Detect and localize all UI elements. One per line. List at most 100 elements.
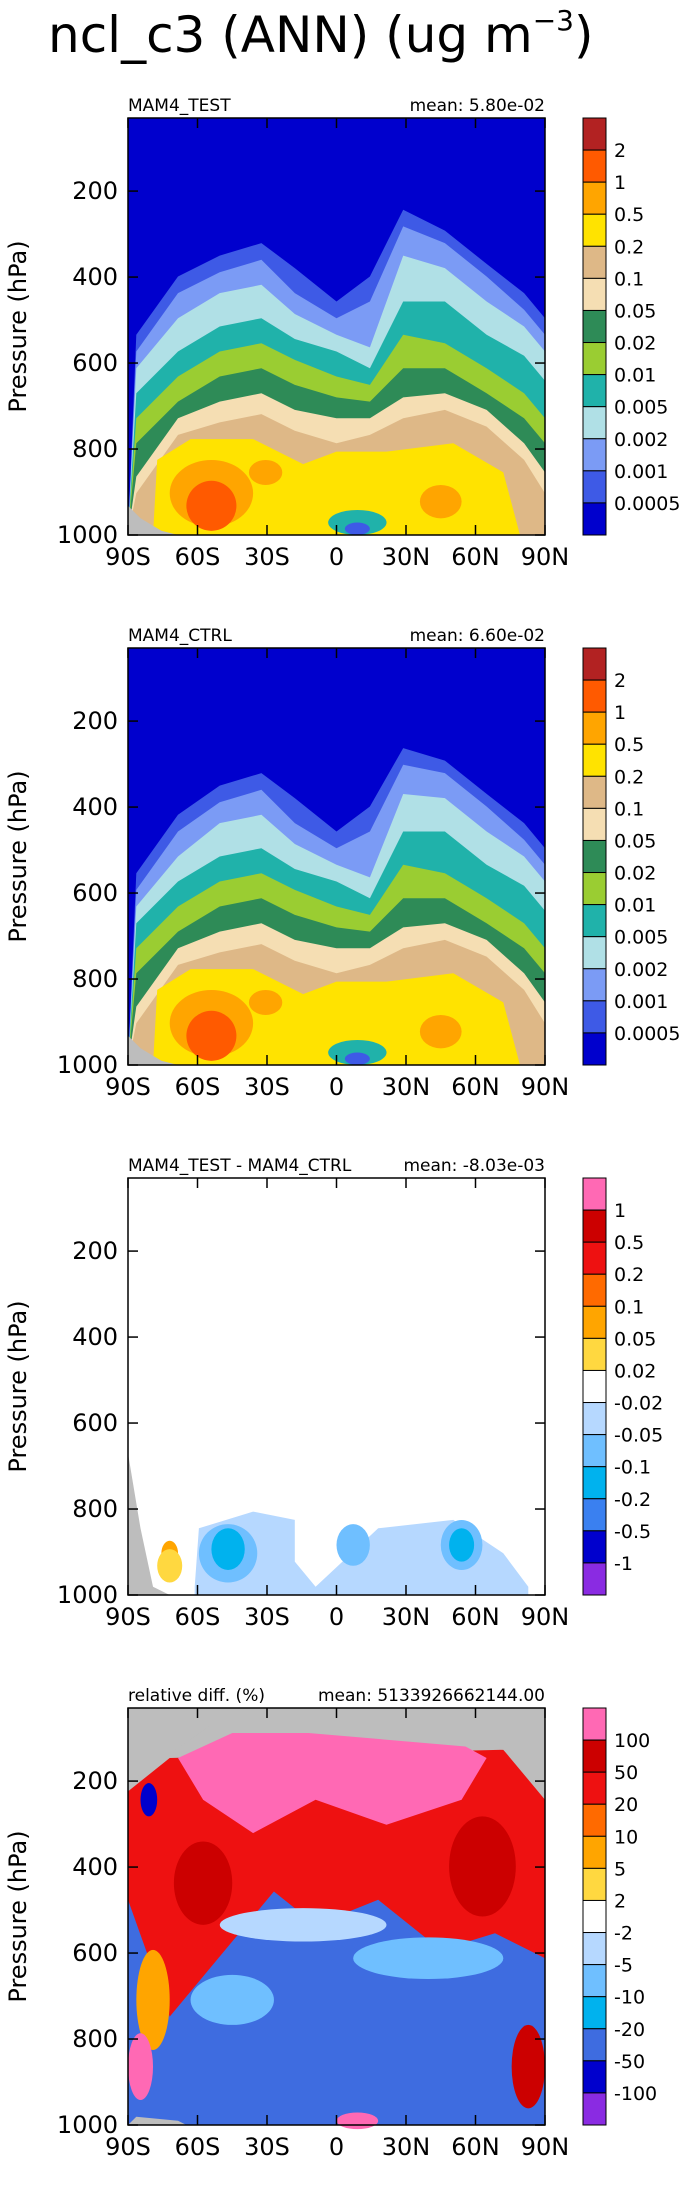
colorbar-label: 0.2 [614,766,644,788]
colorbar-swatch [582,1707,607,1741]
x-tick-label: 90N [521,1073,570,1101]
contour-neg-0.05b [336,1524,370,1566]
y-tick-label: 1000 [57,1051,118,1079]
x-tick-label: 60N [451,2133,500,2161]
x-tick-label: 30S [244,2133,290,2161]
contour-5 [136,1949,170,2050]
contour-0.0005-lower [344,522,370,535]
contour-1c [419,484,462,519]
colorbar-label: 20 [614,1794,638,1816]
x-tick-label: 30S [244,1603,290,1631]
colorbar-label: 0.05 [614,1328,656,1350]
colorbar-swatch [582,1273,607,1307]
colorbar-label: -2 [614,1923,633,1945]
plot-background [128,1178,545,1595]
colorbar-label: 0.001 [614,991,668,1013]
x-tick-label: 60N [451,1073,500,1101]
x-tick-label: 0 [329,1603,344,1631]
colorbar-swatch [582,711,607,745]
colorbar-label: 100 [614,1730,650,1752]
contour-neg-0.1 [211,1528,245,1570]
colorbar-label: 0.05 [614,830,656,852]
colorbar-label: 0.2 [614,1264,644,1286]
colorbar-label: 0.001 [614,461,668,483]
colorbar-label: -0.05 [614,1425,663,1447]
y-tick-label: 600 [72,1409,118,1437]
contour-0.005-lower [328,1039,387,1065]
x-tick-label: 90S [105,2133,151,2161]
colorbar-swatch [582,117,607,151]
colorbar-label: -10 [614,1987,645,2009]
x-tick-label: 60S [175,1603,221,1631]
y-tick-label: 400 [72,1323,118,1351]
colorbar-label: -0.2 [614,1489,651,1511]
y-tick-label: 400 [72,1853,118,1881]
svg-text:ncl_c3 (ANN) (ug m−3): ncl_c3 (ANN) (ug m−3) [48,4,594,64]
y-tick-label: 800 [72,1495,118,1523]
colorbar-swatch [582,374,607,408]
below-ground [128,505,178,535]
y-axis-label: Pressure (hPa) [4,1300,32,1472]
colorbar-label: 0.1 [614,268,644,290]
colorbar-swatch [582,1867,607,1901]
colorbar-label: 0.005 [614,927,668,949]
colorbar-swatch [582,807,607,841]
below-ground [128,2116,187,2125]
colorbar-swatch [582,1530,607,1564]
colorbar-label: -0.5 [614,1521,651,1543]
contour-1c [419,1014,462,1049]
panel-title-left: MAM4_CTRL [128,626,232,646]
colorbar-label: -1 [614,1553,633,1575]
title-main: ncl_c3 (ANN) (ug m [48,6,533,64]
contour-50 [173,1841,233,1925]
colorbar-label: 0.1 [614,1296,644,1318]
colorbar-swatch [582,1402,607,1436]
colorbar-swatch [582,1899,607,1934]
colorbar-swatch [582,502,607,536]
colorbar-label: 0.01 [614,365,656,387]
x-tick-label: 90N [521,2133,570,2161]
colorbar-swatch [582,1739,607,1773]
panel-title-left: MAM4_TEST [128,96,231,116]
panel-relative-difference: relative diff. (%) mean: 5133926662144.00… [4,1686,657,2161]
contour-1b [248,459,283,485]
colorbar-label: -100 [614,2083,657,2105]
colorbar-swatch [582,1498,607,1532]
x-tick-label: 30S [244,543,290,571]
contour-100b [127,2033,154,2100]
colorbar-label: 0.02 [614,1360,656,1382]
contour-neg-100 [140,1783,158,1817]
colorbar-swatch [582,213,607,247]
contour-neg-10b [190,1974,274,2025]
contour-100 [178,1733,487,1834]
colorbar-label: 0.0005 [614,1023,680,1045]
colorbar-swatch [582,1964,607,1998]
panel-title-right: mean: -8.03e-03 [403,1156,545,1176]
x-tick-label: 60S [175,2133,221,2161]
colorbar-swatch [582,743,607,777]
colorbar-swatch [582,904,607,938]
contour-0.0005-lower [344,1052,370,1065]
panel-title-left: MAM4_TEST - MAM4_CTRL [128,1156,352,1176]
y-tick-label: 200 [72,177,118,205]
x-tick-label: 0 [329,2133,344,2161]
colorbar-label: 0.0005 [614,493,680,515]
contour-50b [449,1816,516,1917]
colorbar-label: -5 [614,1955,633,1977]
panel-difference: MAM4_TEST - MAM4_CTRL mean: -8.03e-03 Pres… [4,1156,663,1631]
colorbar-swatch [582,1996,607,2030]
colorbar-label: 5 [614,1858,626,1880]
colorbar-swatch [582,438,607,472]
colorbar-label: 2 [614,1890,626,1912]
colorbar-swatch [582,470,607,504]
colorbar-label: 10 [614,1826,638,1848]
colorbar-label: 0.5 [614,1232,644,1254]
colorbar-label: 50 [614,1762,638,1784]
title-close: ) [574,6,594,64]
colorbar-swatch [582,1562,607,1596]
colorbar-swatch [582,1835,607,1869]
contour-0.005-lower [328,509,387,535]
x-tick-label: 90S [105,1073,151,1101]
colorbar-swatch [582,342,607,376]
colorbar-label: 1 [614,1200,626,1222]
